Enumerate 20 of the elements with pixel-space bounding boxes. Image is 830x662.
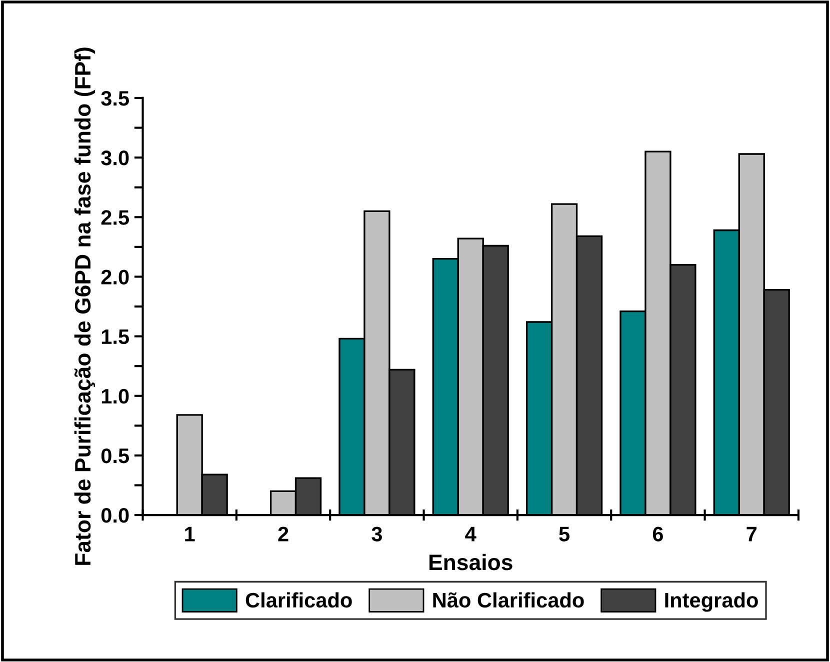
x-tick-label: 1 [185, 526, 195, 542]
y-tick-label: 0.5 [101, 448, 129, 464]
y-tick-label: 1.0 [102, 388, 129, 404]
y-tick-label: 1.5 [102, 330, 129, 344]
x-tick-label: 6 [652, 526, 663, 542]
y-tick-label: 0.0 [101, 508, 129, 523]
x-tick-label: 3 [372, 526, 382, 542]
y-tick-label: 3.0 [101, 150, 129, 166]
x-axis-title: Ensaios [429, 554, 512, 570]
x-tick-label: 2 [278, 526, 288, 542]
legend-label: Integrado [665, 592, 758, 612]
x-tick-label: 4 [465, 526, 476, 542]
x-tick-label: 7 [746, 526, 756, 542]
y-tick-label: 2.0 [101, 270, 129, 284]
y-tick-label: 3.5 [101, 90, 129, 106]
y-tick-label: 2.5 [101, 210, 129, 225]
x-tick-label: 5 [559, 526, 570, 542]
y-axis-title: Fator de Purificação de G6PD na fase fundo (FPf) [74, 48, 96, 565]
legend-label: Não Clarificado [433, 592, 584, 608]
legend-label: Clarificado [246, 592, 352, 608]
